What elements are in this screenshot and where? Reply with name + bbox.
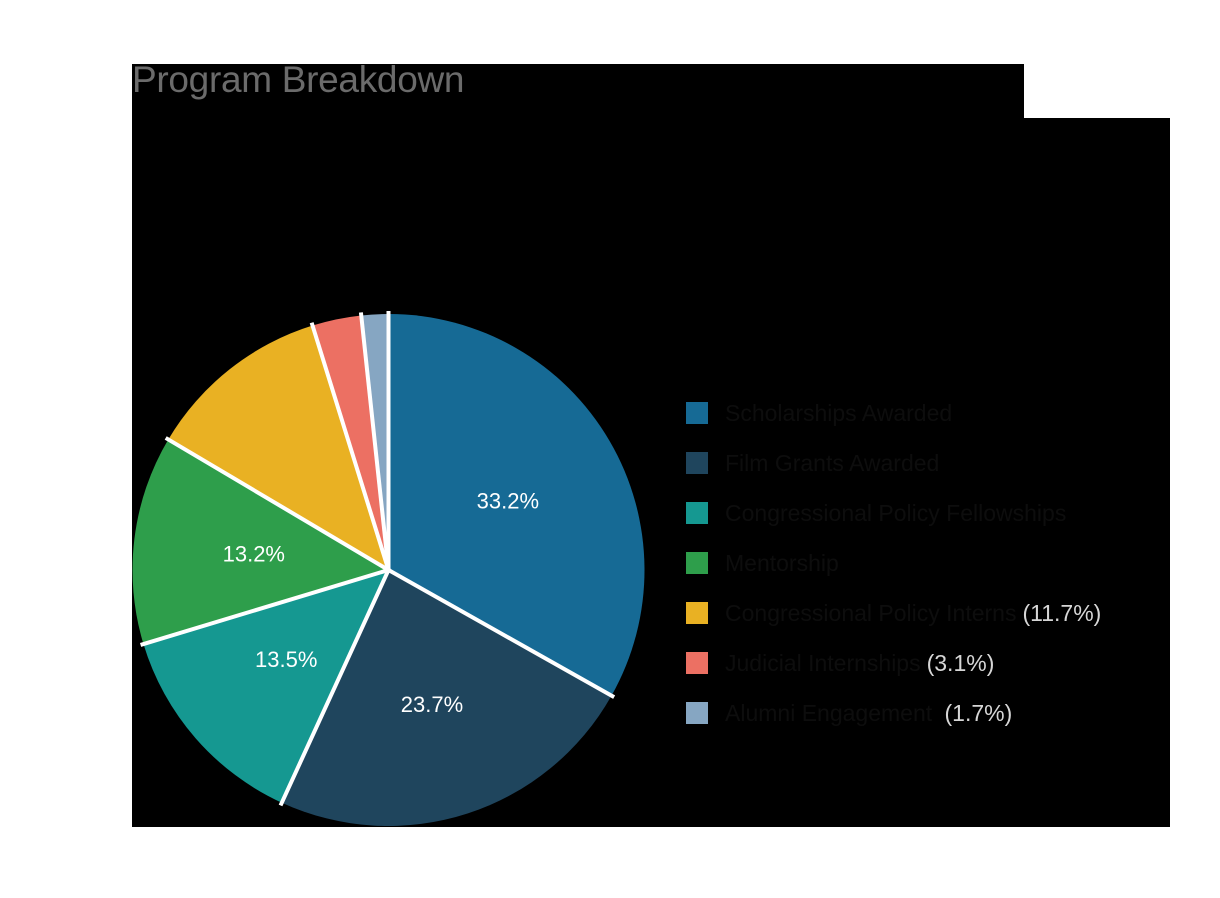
legend-item-film-grants: Film Grants Awarded <box>686 450 940 476</box>
legend-item-congressional-policy-interns: Congressional Policy Interns (11.7%) <box>686 600 1102 626</box>
pie-slice-mentorship <box>132 439 389 645</box>
legend-label: Mentorship <box>725 550 839 576</box>
legend-label: Judicial Internships <box>725 650 921 676</box>
slice-separator <box>385 567 616 699</box>
legend-label: Scholarships Awarded <box>725 400 953 426</box>
pie-slice-labels: 33.2% 23.7% 13.5% 13.2% <box>223 488 539 717</box>
chart-background-extension <box>1024 118 1170 827</box>
legend-item-scholarships: Scholarships Awarded <box>686 400 953 426</box>
slice-separator <box>278 567 392 807</box>
chart-title: Program Breakdown <box>132 59 465 100</box>
legend-swatch <box>686 402 708 424</box>
legend-item-congressional-policy-fellowships: Congressional Policy Fellowships <box>686 500 1067 526</box>
legend-label: Congressional Policy Fellowships <box>725 500 1067 526</box>
legend-swatch <box>686 452 708 474</box>
legend-percentage: (1.7%) <box>938 700 1013 726</box>
slice-separator <box>164 436 392 573</box>
legend-percentage: (3.1%) <box>926 650 995 676</box>
legend-swatch <box>686 702 708 724</box>
pie-slice-film-grants <box>281 570 612 826</box>
legend-item-alumni-engagement: Alumni Engagement (1.7%) <box>686 700 1013 726</box>
pie-slice-scholarships <box>388 314 645 696</box>
legend-swatch <box>686 652 708 674</box>
slice-separator <box>309 322 392 573</box>
legend-label: Film Grants Awarded <box>725 450 940 476</box>
legend-label: Alumni Engagement <box>725 700 933 726</box>
slice-label-scholarships: 33.2% <box>477 488 539 513</box>
pie-slice-congressional-policy-interns <box>168 325 389 570</box>
legend-swatch <box>686 602 708 624</box>
legend-item-judicial-internships: Judicial Internships (3.1%) <box>686 650 995 676</box>
legend-percentage: (11.7%) <box>1022 600 1102 626</box>
slice-separator <box>358 312 391 573</box>
legend-item-mentorship: Mentorship <box>686 550 839 576</box>
slice-separator <box>139 567 391 647</box>
slice-label-congressional-policy-fellowships: 13.5% <box>255 647 317 672</box>
pie-slices <box>132 311 645 826</box>
legend-label: Congressional Policy Interns <box>725 600 1017 626</box>
legend-swatch <box>686 502 708 524</box>
slice-label-film-grants: 23.7% <box>401 692 463 717</box>
slice-label-mentorship: 13.2% <box>223 542 285 567</box>
pie-slice-congressional-policy-fellowships <box>143 570 389 803</box>
legend-swatch <box>686 552 708 574</box>
